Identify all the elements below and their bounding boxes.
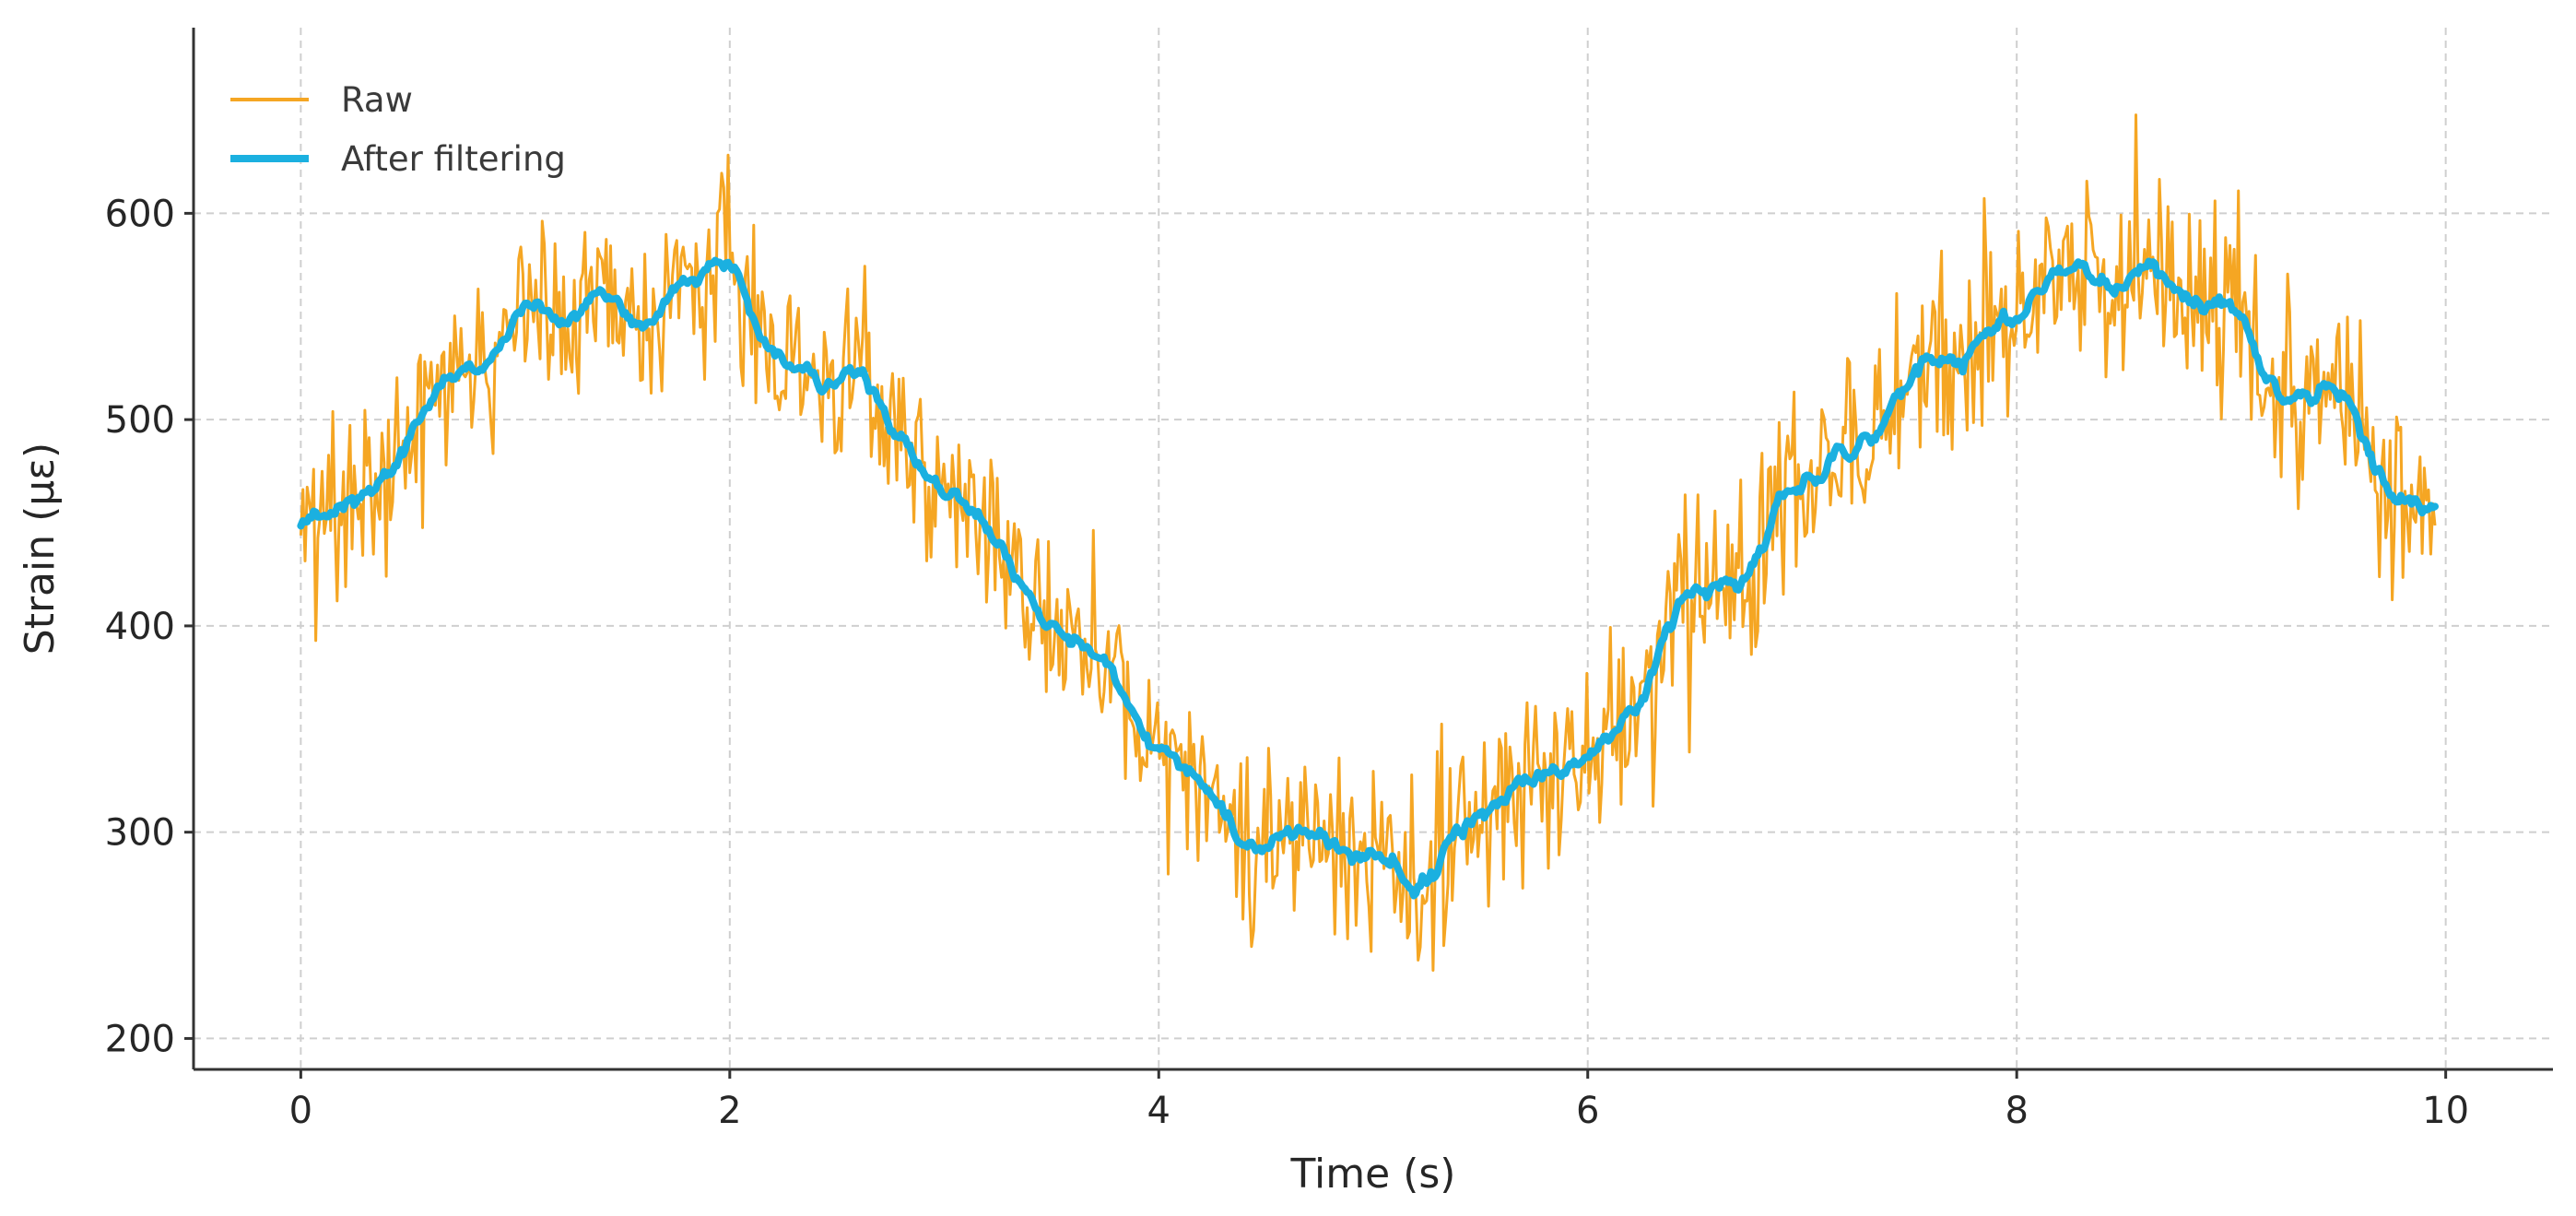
x-tick-label-8: 8 [2005,1090,2028,1132]
y-tick-label-200: 200 [105,1018,175,1060]
series-line-raw [299,113,2437,972]
tick-labels: 200 300 400 500 600 0 2 4 6 8 10 [105,193,2469,1132]
legend-label-raw: Raw [341,80,413,120]
series-group [297,113,2439,972]
y-tick-label-600: 600 [105,193,175,235]
x-tick-label-4: 4 [1147,1090,1170,1132]
x-tick-label-10: 10 [2422,1090,2469,1132]
x-tick-label-2: 2 [718,1090,741,1132]
y-tick-label-300: 300 [105,812,175,855]
x-axis-label: Time (s) [1290,1151,1456,1198]
axes [184,28,2553,1079]
x-tick-label-0: 0 [289,1090,312,1132]
legend-label-after-filtering: After filtering [341,139,566,179]
y-axis-label: Strain (με) [17,443,64,655]
grid [194,28,2553,1069]
y-tick-label-500: 500 [105,399,175,442]
series-line-after-filtering [297,256,2439,900]
y-tick-label-400: 400 [105,606,175,648]
x-tick-label-6: 6 [1576,1090,1599,1132]
legend: Raw After filtering [230,80,566,179]
